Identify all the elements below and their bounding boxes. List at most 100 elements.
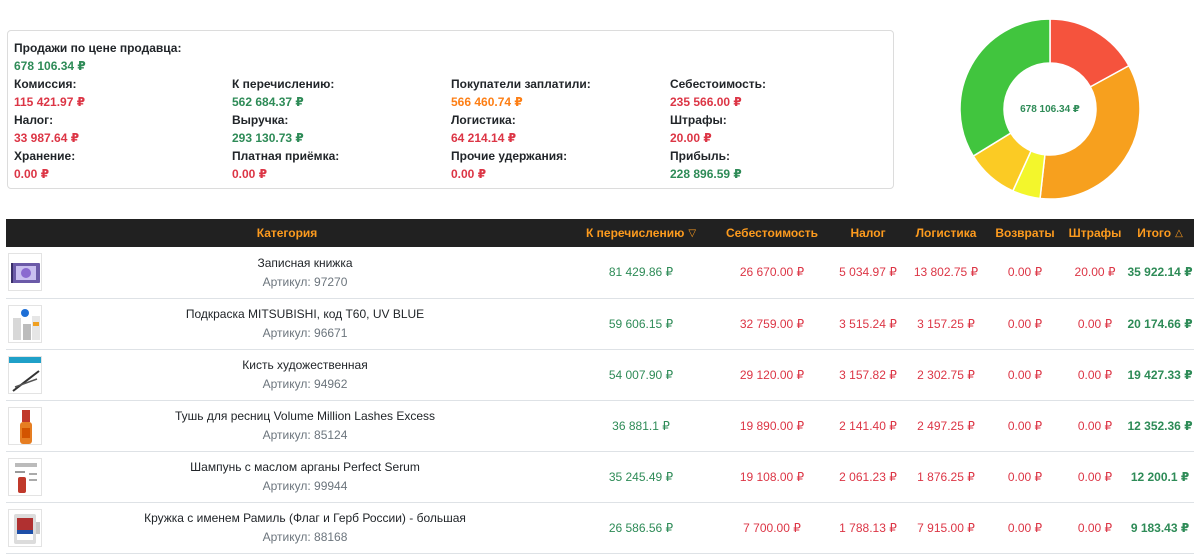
table-row[interactable]: Записная книжка Артикул: 97270 81 429.86 ₽… (6, 247, 1195, 299)
product-name-cell: Тушь для ресниц Volume Million Lashes Ex… (42, 400, 569, 452)
cell-tax: 2 141.40 ₽ (830, 400, 907, 452)
cell-returns: 0.00 ₽ (986, 298, 1065, 350)
cell-logistics: 7 915.00 ₽ (906, 502, 987, 554)
metric-tax: Налог: 33 987.64 ₽ (14, 113, 80, 145)
metric-revenue: Выручка: 293 130.73 ₽ (232, 113, 304, 145)
sales-summary-panel: Продажи по цене продавца: 678 106.34 ₽ К… (7, 30, 894, 189)
cell-fines: 20.00 ₽ (1064, 247, 1127, 299)
cell-total: 35 922.14 ₽ (1126, 247, 1195, 299)
cell-tax: 3 157.82 ₽ (830, 349, 907, 401)
header-total[interactable]: Итого △ (1126, 219, 1195, 247)
brush-icon[interactable] (8, 355, 42, 394)
table-row[interactable]: Подкраска MITSUBISHI, код T60, UV BLUE Ар… (6, 298, 1195, 350)
cell-logistics: 1 876.25 ₽ (906, 451, 987, 503)
sort-asc-icon[interactable]: △ (1175, 228, 1183, 239)
mug-icon[interactable] (8, 508, 42, 547)
cell-payout: 35 245.49 ₽ (568, 451, 715, 503)
donut-center-label: 678 106.34 ₽ (1020, 103, 1080, 115)
product-article: Артикул: 94962 (262, 377, 348, 391)
cell-total: 9 183.43 ₽ (1126, 502, 1195, 554)
metric-buyers-paid: Покупатели заплатили: 566 460.74 ₽ (451, 77, 591, 109)
table-row[interactable]: Кисть художественная Артикул: 94962 54 007… (6, 349, 1195, 401)
table-row[interactable]: Кружка с именем Рамиль (Флаг и Герб Росс… (6, 502, 1195, 554)
sales-donut-chart: 678 106.34 ₽ (958, 17, 1142, 201)
cell-returns: 0.00 ₽ (986, 349, 1065, 401)
cell-returns: 0.00 ₽ (986, 247, 1065, 299)
metric-paid-acceptance: Платная приёмка: 0.00 ₽ (232, 149, 340, 181)
cell-returns: 0.00 ₽ (986, 502, 1065, 554)
cell-cost: 26 670.00 ₽ (714, 247, 831, 299)
product-thumb-cell (6, 247, 42, 299)
cell-total: 12 352.36 ₽ (1126, 400, 1195, 452)
cell-cost: 19 108.00 ₽ (714, 451, 831, 503)
cell-returns: 0.00 ₽ (986, 451, 1065, 503)
metric-payout: К перечислению: 562 684.37 ₽ (232, 77, 335, 109)
cell-payout: 54 007.90 ₽ (568, 349, 715, 401)
cell-logistics: 2 497.25 ₽ (906, 400, 987, 452)
cell-cost: 19 890.00 ₽ (714, 400, 831, 452)
metric-cost: Себестоимость: 235 566.00 ₽ (670, 77, 767, 109)
summary-title-value: 678 106.34 ₽ (14, 59, 86, 73)
summary-title: Продажи по цене продавца: (14, 41, 182, 55)
cell-logistics: 3 157.25 ₽ (906, 298, 987, 350)
sort-desc-icon[interactable]: ▽ (688, 228, 697, 239)
product-article: Артикул: 97270 (262, 274, 348, 289)
donut-slice-4[interactable] (959, 18, 1051, 158)
header-category[interactable]: Категория (6, 219, 569, 247)
table-header-row: Категория К перечислению ▽ Себестоимость … (6, 219, 1195, 247)
cell-payout: 81 429.86 ₽ (568, 247, 715, 299)
header-fines[interactable]: Штрафы (1064, 219, 1127, 247)
donut-slice-1[interactable] (1039, 64, 1141, 200)
header-logistics[interactable]: Логистика (906, 219, 987, 247)
cell-payout: 26 586.56 ₽ (568, 502, 715, 554)
product-name-cell: Подкраска MITSUBISHI, код T60, UV BLUE Ар… (42, 298, 569, 350)
mascara-icon[interactable] (8, 406, 42, 445)
cell-payout: 59 606.15 ₽ (568, 298, 715, 350)
cell-returns: 0.00 ₽ (986, 400, 1065, 452)
cell-tax: 5 034.97 ₽ (830, 247, 907, 299)
metric-profit: Прибыль: 228 896.59 ₽ (670, 149, 742, 181)
product-name[interactable]: Кисть художественная (242, 358, 368, 372)
cell-total: 20 174.66 ₽ (1126, 298, 1195, 350)
product-thumb-cell (6, 298, 42, 350)
shampoo-icon[interactable] (8, 457, 42, 496)
cell-logistics: 13 802.75 ₽ (906, 247, 987, 299)
metric-logistics: Логистика: 64 214.14 ₽ (451, 113, 517, 145)
cell-cost: 7 700.00 ₽ (714, 502, 831, 554)
table-row[interactable]: Шампунь с маслом арганы Perfect Serum Арт… (6, 451, 1195, 503)
cell-fines: 0.00 ₽ (1064, 400, 1127, 452)
cell-cost: 32 759.00 ₽ (714, 298, 831, 350)
cell-fines: 0.00 ₽ (1064, 451, 1127, 503)
product-article: Артикул: 85124 (262, 428, 348, 442)
cell-fines: 0.00 ₽ (1064, 502, 1127, 554)
product-article: Артикул: 99944 (262, 479, 348, 493)
cell-fines: 0.00 ₽ (1064, 349, 1127, 401)
product-thumb-cell (6, 400, 42, 452)
product-name[interactable]: Шампунь с маслом арганы Perfect Serum (190, 460, 420, 474)
donut-svg (959, 18, 1141, 200)
product-thumb-cell (6, 349, 42, 401)
metric-commission: Комиссия: 115 421.97 ₽ (14, 77, 86, 109)
notebook-icon[interactable] (8, 253, 42, 292)
product-name[interactable]: Подкраска MITSUBISHI, код T60, UV BLUE (185, 307, 425, 321)
table-row[interactable]: Тушь для ресниц Volume Million Lashes Ex… (6, 400, 1195, 452)
header-payout[interactable]: К перечислению ▽ (568, 219, 715, 247)
paint-bottle-icon[interactable] (8, 304, 42, 343)
product-name[interactable]: Записная книжка (257, 255, 353, 270)
cell-fines: 0.00 ₽ (1064, 298, 1127, 350)
header-cost[interactable]: Себестоимость (714, 219, 831, 247)
metric-fines: Штрафы: 20.00 ₽ (670, 113, 727, 145)
cell-logistics: 2 302.75 ₽ (906, 349, 987, 401)
product-name-cell: Шампунь с маслом арганы Perfect Serum Арт… (42, 451, 569, 503)
cell-total: 19 427.33 ₽ (1126, 349, 1195, 401)
header-tax[interactable]: Налог (830, 219, 907, 247)
metric-storage: Хранение: 0.00 ₽ (14, 149, 76, 181)
product-name[interactable]: Тушь для ресниц Volume Million Lashes Ex… (175, 409, 435, 423)
product-name[interactable]: Кружка с именем Рамиль (Флаг и Герб Росс… (144, 511, 466, 525)
cell-cost: 29 120.00 ₽ (714, 349, 831, 401)
cell-tax: 3 515.24 ₽ (830, 298, 907, 350)
product-article: Артикул: 96671 (262, 326, 348, 340)
product-thumb-cell (6, 451, 42, 503)
cell-payout: 36 881.1 ₽ (568, 400, 715, 452)
header-returns[interactable]: Возвраты (986, 219, 1065, 247)
